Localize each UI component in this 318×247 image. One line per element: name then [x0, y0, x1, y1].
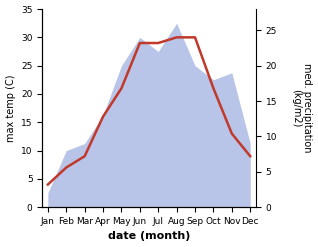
X-axis label: date (month): date (month) [108, 231, 190, 242]
Y-axis label: max temp (C): max temp (C) [5, 74, 16, 142]
Y-axis label: med. precipitation
(kg/m2): med. precipitation (kg/m2) [291, 63, 313, 153]
